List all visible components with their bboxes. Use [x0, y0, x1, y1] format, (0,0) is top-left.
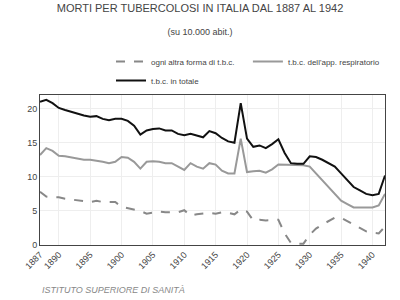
svg-text:MORTI PER TUBERCOLOSI IN ITALI: MORTI PER TUBERCOLOSI IN ITALIA DAL 1887… — [57, 2, 344, 14]
svg-text:20: 20 — [27, 104, 37, 114]
svg-text:1887: 1887 — [23, 250, 44, 271]
svg-text:0: 0 — [32, 240, 37, 250]
svg-text:1920: 1920 — [230, 250, 251, 271]
svg-text:t.b.c. in totale: t.b.c. in totale — [151, 77, 199, 86]
svg-text:10: 10 — [27, 172, 37, 182]
svg-text:1940: 1940 — [356, 250, 377, 271]
svg-text:15: 15 — [27, 138, 37, 148]
svg-text:ogni altra forma di t.b.c.: ogni altra forma di t.b.c. — [151, 58, 235, 67]
svg-text:5: 5 — [32, 206, 37, 216]
svg-text:t.b.c. dell'app. respiratorio: t.b.c. dell'app. respiratorio — [288, 58, 380, 67]
svg-text:1910: 1910 — [168, 250, 189, 271]
svg-text:(su 10.000 abit.): (su 10.000 abit.) — [167, 27, 232, 37]
svg-text:1915: 1915 — [199, 250, 220, 271]
svg-text:1905: 1905 — [136, 250, 157, 271]
svg-text:1925: 1925 — [262, 250, 283, 271]
svg-text:1890: 1890 — [42, 250, 63, 271]
svg-text:1900: 1900 — [105, 250, 126, 271]
svg-text:1935: 1935 — [324, 250, 345, 271]
svg-text:1930: 1930 — [293, 250, 314, 271]
svg-text:ISTITUTO SUPERIORE DI SANITÀ: ISTITUTO SUPERIORE DI SANITÀ — [42, 285, 185, 295]
svg-text:1895: 1895 — [74, 250, 95, 271]
